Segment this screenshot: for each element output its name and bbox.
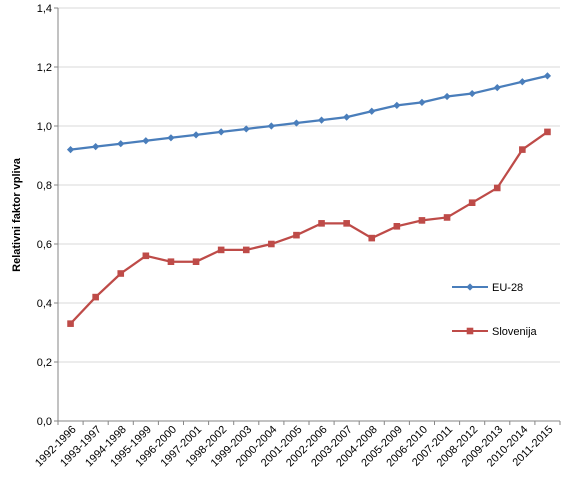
- y-tick-label: 0,6: [37, 239, 52, 251]
- legend-label-slovenija: Slovenija: [492, 326, 538, 338]
- y-axis-ticks: 0,0 0,2 0,4 0,6 0,8 1,0 1,2 1,4: [37, 3, 58, 428]
- data-point: [66, 146, 75, 154]
- data-point: [493, 184, 501, 192]
- data-point: [468, 199, 476, 206]
- data-point: [368, 107, 376, 115]
- data-point: [192, 258, 200, 265]
- data-point: [117, 270, 125, 277]
- data-point: [543, 72, 552, 80]
- data-point: [242, 125, 250, 133]
- x-axis-ticks: 1992-19961993-19971994-19981995-19991996…: [33, 421, 561, 469]
- data-point: [317, 116, 326, 124]
- data-point: [167, 134, 175, 142]
- data-point: [468, 89, 476, 98]
- y-tick-label: 1,2: [37, 62, 52, 74]
- series-line: [69, 130, 549, 325]
- data-point: [393, 101, 401, 109]
- data-point: [418, 217, 426, 224]
- data-point: [443, 214, 451, 221]
- data-point: [519, 146, 526, 153]
- data-point: [443, 92, 451, 101]
- legend-label-eu28: EU-28: [492, 282, 523, 294]
- legend-item-slovenija: Slovenija: [452, 326, 538, 338]
- data-point: [142, 252, 150, 260]
- data-point: [217, 246, 225, 254]
- series-line: [70, 74, 548, 151]
- legend-item-eu28: EU-28: [452, 282, 523, 294]
- data-point: [167, 258, 175, 265]
- data-point: [192, 131, 200, 139]
- data-point: [117, 140, 125, 148]
- data-point: [393, 223, 401, 230]
- data-point: [493, 84, 501, 92]
- data-point: [268, 240, 275, 248]
- y-tick-label: 0,2: [37, 357, 52, 369]
- data-point: [292, 119, 301, 127]
- legend: EU-28 Slovenija: [452, 282, 538, 338]
- data-point: [92, 293, 99, 301]
- legend-marker-eu28: [466, 283, 474, 291]
- data-point: [92, 143, 100, 151]
- data-point: [343, 220, 350, 227]
- data-point: [368, 234, 376, 242]
- data-point: [418, 98, 426, 106]
- y-axis-label: Relativni faktor vpliva: [11, 157, 23, 272]
- data-point: [267, 122, 275, 130]
- axes: [57, 8, 560, 422]
- data-point: [142, 137, 150, 145]
- y-tick-label: 1,0: [37, 121, 52, 133]
- data-point: [242, 246, 250, 254]
- data-point: [67, 320, 74, 327]
- gridlines: [58, 7, 560, 363]
- data-point: [343, 113, 351, 121]
- y-tick-label: 0,8: [37, 180, 52, 192]
- series-group: [66, 72, 552, 327]
- data-point: [518, 78, 526, 86]
- y-tick-label: 0,0: [37, 416, 52, 428]
- data-point: [217, 128, 225, 136]
- data-point: [318, 220, 325, 227]
- y-tick-label: 0,4: [37, 298, 52, 310]
- y-tick-label: 1,4: [37, 3, 52, 15]
- legend-marker-slovenija: [466, 327, 474, 335]
- data-point: [293, 231, 300, 239]
- data-point: [544, 128, 551, 136]
